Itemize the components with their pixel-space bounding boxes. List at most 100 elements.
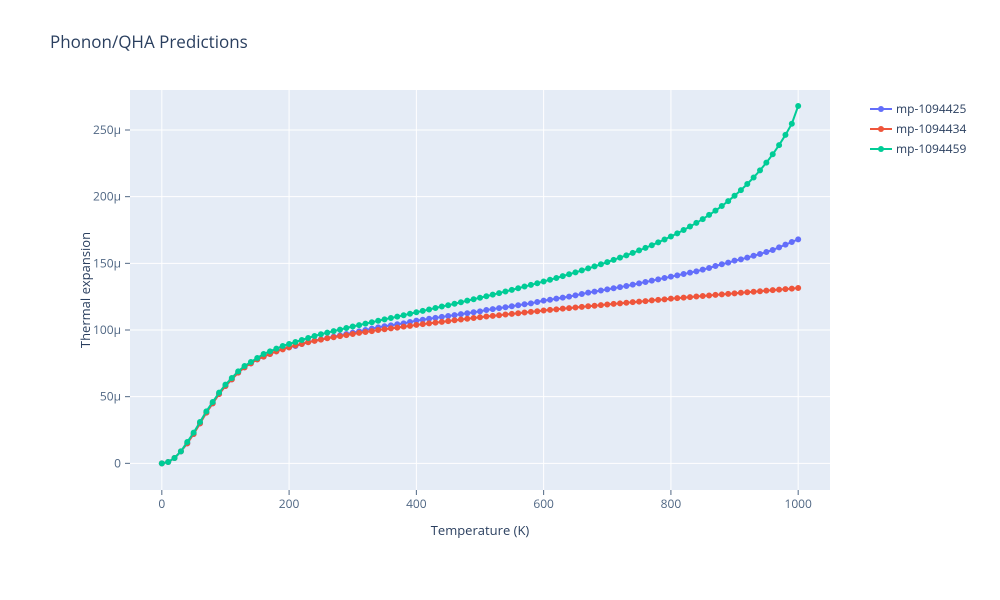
series-marker[interactable] [255,356,260,361]
series-marker[interactable] [535,281,540,286]
series-marker[interactable] [503,312,508,317]
series-marker[interactable] [522,302,527,307]
chart-plot-area[interactable]: 02004006008001000050μ100μ150μ200μ250μTem… [80,90,840,500]
series-marker[interactable] [382,327,387,332]
series-marker[interactable] [592,289,597,294]
series-marker[interactable] [770,248,775,253]
series-marker[interactable] [713,292,718,297]
series-marker[interactable] [433,315,438,320]
series-marker[interactable] [376,318,381,323]
series-marker[interactable] [656,297,661,302]
series-marker[interactable] [388,316,393,321]
series-marker[interactable] [770,152,775,157]
series-marker[interactable] [420,308,425,313]
series-marker[interactable] [592,264,597,269]
series-marker[interactable] [681,295,686,300]
series-marker[interactable] [280,344,285,349]
series-marker[interactable] [789,286,794,291]
series-marker[interactable] [649,278,654,283]
series-marker[interactable] [732,193,737,198]
series-marker[interactable] [656,240,661,245]
series-marker[interactable] [643,280,648,285]
series-marker[interactable] [516,311,521,316]
series-marker[interactable] [694,294,699,299]
series-marker[interactable] [248,360,253,365]
series-marker[interactable] [630,282,635,287]
series-marker[interactable] [707,293,712,298]
series-marker[interactable] [630,250,635,255]
series-marker[interactable] [433,306,438,311]
series-marker[interactable] [509,311,514,316]
legend-item[interactable]: mp-1094434 [870,120,966,137]
series-marker[interactable] [312,338,317,343]
series-marker[interactable] [516,286,521,291]
series-marker[interactable] [738,290,743,295]
series-marker[interactable] [325,336,330,341]
series-marker[interactable] [668,274,673,279]
series-marker[interactable] [681,228,686,233]
series-marker[interactable] [707,266,712,271]
series-marker[interactable] [528,282,533,287]
series-marker[interactable] [554,307,559,312]
series-marker[interactable] [751,175,756,180]
series-marker[interactable] [497,291,502,296]
series-marker[interactable] [395,314,400,319]
series-marker[interactable] [541,308,546,313]
series-marker[interactable] [586,304,591,309]
series-marker[interactable] [745,255,750,260]
series-marker[interactable] [204,409,209,414]
series-marker[interactable] [579,292,584,297]
series-marker[interactable] [223,382,228,387]
series-marker[interactable] [331,335,336,340]
series-marker[interactable] [318,337,323,342]
series-marker[interactable] [758,252,763,257]
series-marker[interactable] [777,245,782,250]
series-marker[interactable] [719,292,724,297]
series-marker[interactable] [172,456,177,461]
series-marker[interactable] [732,258,737,263]
series-marker[interactable] [713,208,718,213]
series-marker[interactable] [420,322,425,327]
series-marker[interactable] [478,309,483,314]
series-marker[interactable] [452,318,457,323]
series-marker[interactable] [535,300,540,305]
series-marker[interactable] [522,284,527,289]
series-marker[interactable] [751,289,756,294]
series-marker[interactable] [783,287,788,292]
series-marker[interactable] [611,257,616,262]
series-marker[interactable] [688,295,693,300]
series-marker[interactable] [694,220,699,225]
series-marker[interactable] [548,277,553,282]
series-marker[interactable] [268,349,273,354]
legend-item[interactable]: mp-1094425 [870,100,966,117]
series-marker[interactable] [662,297,667,302]
series-marker[interactable] [408,323,413,328]
series-marker[interactable] [325,330,330,335]
series-marker[interactable] [789,240,794,245]
series-marker[interactable] [478,315,483,320]
series-marker[interactable] [458,317,463,322]
series-marker[interactable] [350,324,355,329]
series-marker[interactable] [579,304,584,309]
series-marker[interactable] [656,277,661,282]
series-marker[interactable] [662,276,667,281]
series-marker[interactable] [484,314,489,319]
series-marker[interactable] [624,284,629,289]
series-marker[interactable] [376,328,381,333]
series-marker[interactable] [681,272,686,277]
series-marker[interactable] [395,325,400,330]
series-marker[interactable] [166,460,171,465]
legend-item[interactable]: mp-1094459 [870,140,966,157]
series-marker[interactable] [624,300,629,305]
series-marker[interactable] [567,272,572,277]
series-marker[interactable] [675,273,680,278]
series-marker[interactable] [439,304,444,309]
series-marker[interactable] [503,305,508,310]
series-marker[interactable] [198,420,203,425]
series-marker[interactable] [751,253,756,258]
series-marker[interactable] [427,307,432,312]
series-marker[interactable] [528,301,533,306]
series-marker[interactable] [675,231,680,236]
series-marker[interactable] [560,274,565,279]
series-marker[interactable] [401,313,406,318]
